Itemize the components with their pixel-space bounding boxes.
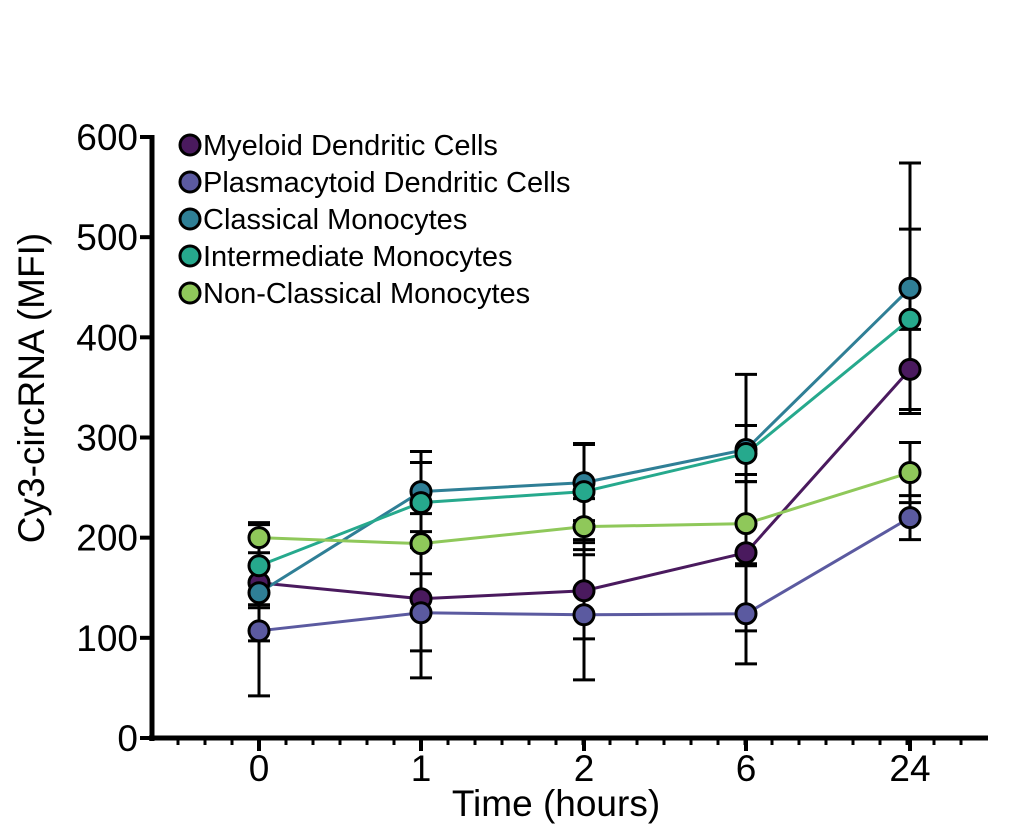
series-points: [247, 276, 922, 643]
legend-marker: [178, 133, 202, 157]
x-tick-label: 0: [249, 748, 270, 789]
legend-label: Intermediate Monocytes: [203, 241, 512, 273]
legend-item: Plasmacytoid Dendritic Cells: [178, 167, 570, 199]
data-point: [898, 506, 922, 530]
legend-item: Intermediate Monocytes: [178, 241, 512, 273]
data-point: [572, 579, 596, 603]
data-point: [734, 602, 758, 626]
x-axis-title: Time (hours): [452, 783, 660, 824]
legend-label: Plasmacytoid Dendritic Cells: [203, 167, 570, 199]
data-point: [247, 526, 271, 550]
y-tick-label: 200: [76, 518, 138, 559]
legend-item: Non-Classical Monocytes: [178, 278, 530, 310]
x-axis-ticks: 0 1 2 6 24: [176, 738, 963, 789]
legend-marker: [178, 207, 202, 231]
y-axis-title: Cy3-circRNA (MFI): [11, 233, 52, 543]
y-tick-label: 400: [76, 317, 138, 358]
legend-item: Classical Monocytes: [178, 204, 467, 236]
data-point: [898, 276, 922, 300]
data-point: [409, 532, 433, 556]
data-point: [734, 442, 758, 466]
y-axis-ticks: 0 100 200 300 400 500 600: [76, 117, 152, 759]
data-point: [898, 357, 922, 381]
data-point: [247, 581, 271, 605]
data-point: [898, 461, 922, 485]
data-point: [409, 601, 433, 625]
x-tick-label: 1: [411, 748, 432, 789]
data-point: [572, 603, 596, 627]
series-layer: [247, 161, 922, 698]
y-tick-label: 100: [76, 618, 138, 659]
data-point: [247, 619, 271, 643]
x-tick-label: 24: [889, 748, 930, 789]
legend-label: Non-Classical Monocytes: [203, 278, 530, 310]
x-tick-label: 6: [736, 748, 757, 789]
legend: Myeloid Dendritic Cells Plasmacytoid Dend…: [178, 130, 570, 310]
legend-marker: [178, 281, 202, 305]
y-tick-label: 0: [117, 718, 138, 759]
legend-label: Myeloid Dendritic Cells: [203, 130, 498, 162]
data-point: [572, 515, 596, 539]
legend-item: Myeloid Dendritic Cells: [178, 130, 498, 162]
legend-label: Classical Monocytes: [203, 204, 467, 236]
data-point: [734, 512, 758, 536]
data-point: [734, 541, 758, 565]
legend-marker: [178, 170, 202, 194]
data-point: [409, 491, 433, 515]
y-tick-label: 500: [76, 217, 138, 258]
legend-marker: [178, 244, 202, 268]
data-point: [572, 480, 596, 504]
x-tick-label: 2: [574, 748, 595, 789]
data-point: [898, 307, 922, 331]
data-point: [247, 554, 271, 578]
y-tick-label: 300: [76, 418, 138, 459]
y-tick-label: 600: [76, 117, 138, 158]
